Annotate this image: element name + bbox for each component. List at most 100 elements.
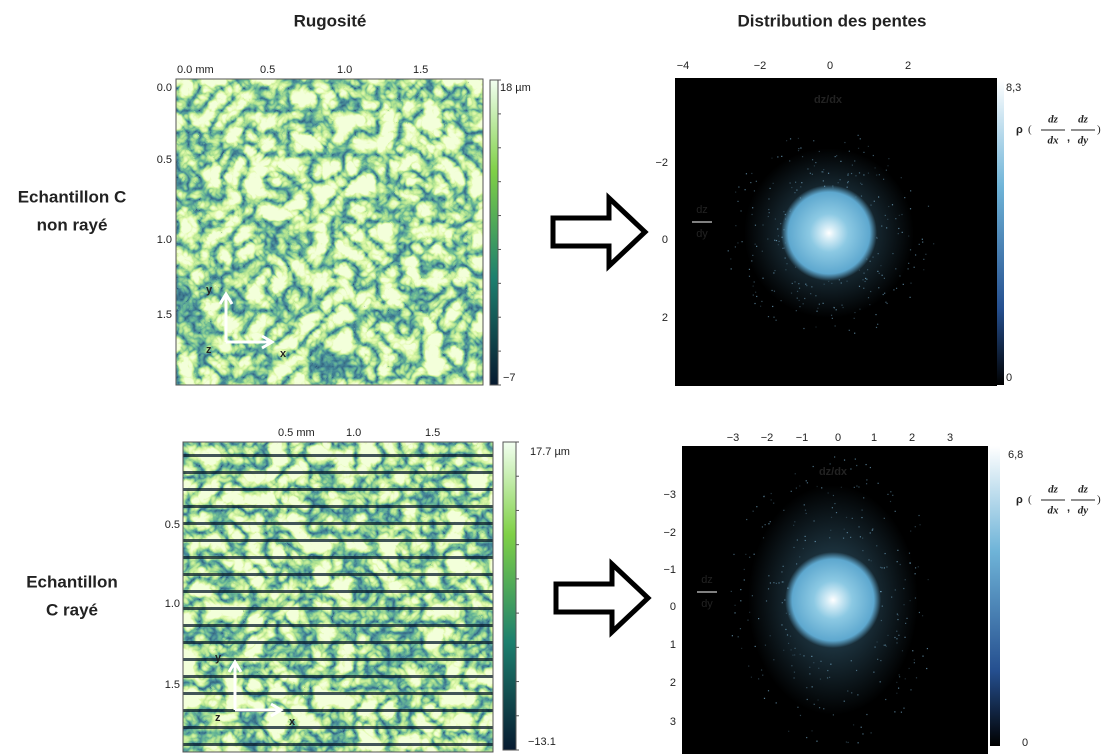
- speckle: [923, 269, 925, 271]
- y-axis-num: dz: [696, 204, 708, 216]
- speckle: [914, 573, 916, 575]
- speckle: [875, 313, 877, 316]
- speckle: [797, 706, 799, 708]
- speckle: [798, 283, 800, 285]
- speckle: [733, 553, 735, 556]
- speckle: [878, 272, 880, 274]
- speckle: [784, 257, 786, 259]
- transform-arrow: [550, 192, 649, 272]
- speckle: [746, 518, 748, 521]
- speckle: [775, 319, 777, 321]
- speckle: [752, 254, 754, 257]
- header: Rugosité: [294, 11, 367, 30]
- speckle: [770, 499, 772, 501]
- speckle: [861, 516, 863, 519]
- speckle: [876, 237, 878, 239]
- speckle: [881, 225, 883, 227]
- speckle: [743, 568, 745, 571]
- speckle: [818, 707, 821, 709]
- x-tick-label: 0.5 mm: [278, 427, 315, 439]
- speckle: [796, 290, 799, 293]
- speckle: [830, 529, 832, 531]
- speckle: [898, 674, 900, 676]
- speckle: [875, 326, 878, 329]
- speckle: [739, 628, 742, 630]
- x-tick-label: 0: [827, 60, 833, 72]
- speckle: [792, 654, 794, 656]
- speckle: [839, 179, 841, 181]
- speckle: [771, 289, 773, 292]
- speckle: [787, 642, 790, 645]
- speckle: [745, 173, 748, 175]
- speckle: [775, 702, 777, 704]
- x-tick-label: 0.5: [260, 64, 275, 76]
- speckle: [858, 526, 860, 528]
- speckle: [799, 305, 801, 308]
- speckle: [832, 714, 834, 716]
- speckle: [902, 283, 904, 285]
- speckle: [894, 636, 896, 639]
- speckle: [887, 165, 889, 167]
- speckle: [870, 204, 872, 206]
- speckle: [915, 677, 918, 679]
- y-axis-den: dy: [696, 228, 708, 240]
- speckle: [852, 724, 855, 726]
- speckle: [883, 567, 885, 569]
- speckle: [885, 698, 887, 701]
- speckle: [900, 711, 903, 713]
- speckle: [751, 260, 753, 262]
- speckle: [806, 736, 808, 739]
- speckle: [881, 274, 883, 276]
- y-tick-label: −2: [655, 157, 668, 169]
- speckle: [847, 690, 849, 692]
- speckle: [803, 504, 805, 506]
- speckle: [882, 178, 885, 180]
- speckle: [880, 619, 882, 622]
- speckle: [778, 582, 780, 584]
- speckle: [811, 686, 813, 688]
- speckle: [773, 272, 775, 274]
- speckle: [796, 189, 798, 191]
- x-axis-label: dz/dx: [814, 94, 843, 106]
- speckle: [826, 677, 829, 679]
- speckle: [841, 304, 843, 306]
- speckle: [822, 302, 824, 304]
- speckle: [827, 172, 830, 174]
- speckle: [888, 158, 890, 160]
- axis-label: x: [280, 348, 287, 360]
- speckle: [904, 197, 906, 199]
- speckle: [861, 509, 863, 511]
- separator: ,: [1067, 502, 1070, 514]
- speckle: [803, 327, 805, 330]
- speckle: [858, 269, 861, 271]
- speckle: [866, 479, 868, 481]
- speckle: [856, 464, 858, 467]
- speckle: [856, 485, 858, 487]
- speckle: [785, 612, 788, 614]
- speckle: [874, 167, 876, 169]
- y-tick-label: 1.5: [165, 679, 180, 691]
- speckle: [886, 566, 888, 568]
- speckle: [896, 681, 898, 684]
- speckle: [738, 186, 740, 188]
- speckle: [804, 539, 806, 542]
- speckle: [877, 253, 879, 255]
- frac-num: dz: [1048, 484, 1059, 496]
- speckle: [823, 283, 825, 285]
- speckle: [774, 239, 776, 241]
- speckle: [813, 165, 816, 167]
- speckle: [909, 562, 911, 564]
- density-symbol: ρ: [1016, 124, 1023, 136]
- speckle: [735, 225, 737, 227]
- speckle: [817, 699, 819, 701]
- colorbar: [489, 79, 499, 386]
- speckle: [743, 579, 745, 581]
- y-tick-label: 0.5: [157, 154, 172, 166]
- speckle: [767, 316, 770, 318]
- speckle: [863, 497, 865, 499]
- speckle: [886, 302, 888, 305]
- speckle: [775, 239, 778, 242]
- speckle: [869, 303, 871, 306]
- speckle: [760, 669, 763, 671]
- speckle: [730, 590, 732, 593]
